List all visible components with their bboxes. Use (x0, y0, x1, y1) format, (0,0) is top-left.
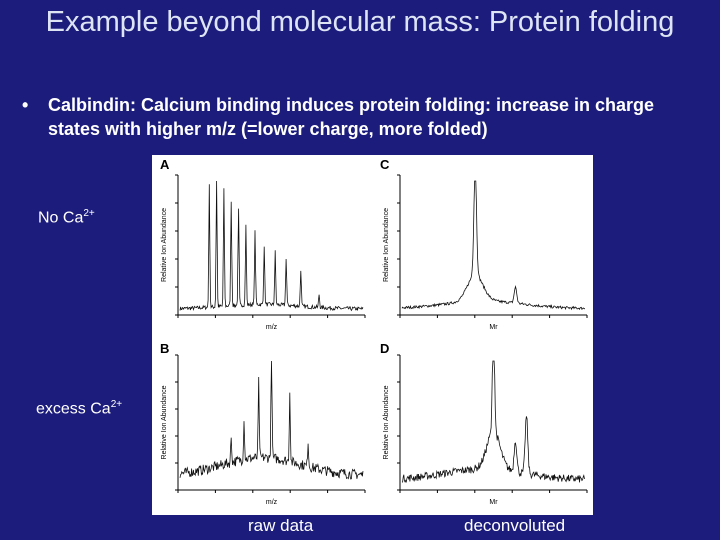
label-sup: 2+ (83, 208, 95, 219)
deconvoluted-caption: deconvoluted (464, 516, 566, 535)
panel-letter: B (160, 341, 169, 356)
slide-title: Example beyond molecular mass: Protein f… (45, 6, 675, 38)
panel-letter: D (380, 341, 389, 356)
spectrum (179, 360, 364, 480)
raw-data-caption: raw data (248, 516, 314, 535)
x-axis-title: Mr (489, 499, 498, 506)
x-axis-title: m/z (266, 499, 278, 506)
y-axis-title: Relative Ion Abundance (383, 208, 390, 282)
x-axis-title: m/z (266, 324, 278, 331)
label-text: No Ca (38, 209, 84, 227)
x-axis-title: Mr (489, 324, 498, 331)
spectrum (401, 180, 586, 311)
panel-letter: A (160, 157, 170, 172)
y-axis-title: Relative Ion Abundance (383, 385, 390, 459)
label-text: excess Ca (36, 400, 111, 418)
spectrum (179, 180, 364, 312)
figure: A Relative Ion Abundance m/z C Relative Ion … (152, 155, 593, 515)
bullet-text: Calbindin: Calcium binding induces prote… (48, 95, 655, 139)
panel-letter: C (380, 157, 390, 172)
no-ca-label: No Ca2+ (38, 208, 95, 227)
y-axis-title: Relative Ion Abundance (161, 385, 168, 459)
spectrum (401, 360, 586, 483)
y-axis-title: Relative Ion Abundance (161, 208, 168, 282)
label-sup: 2+ (110, 399, 123, 410)
excess-ca-label: excess Ca2+ (36, 399, 122, 418)
bullet: • Calbindin: Calcium binding induces prot… (22, 93, 702, 141)
